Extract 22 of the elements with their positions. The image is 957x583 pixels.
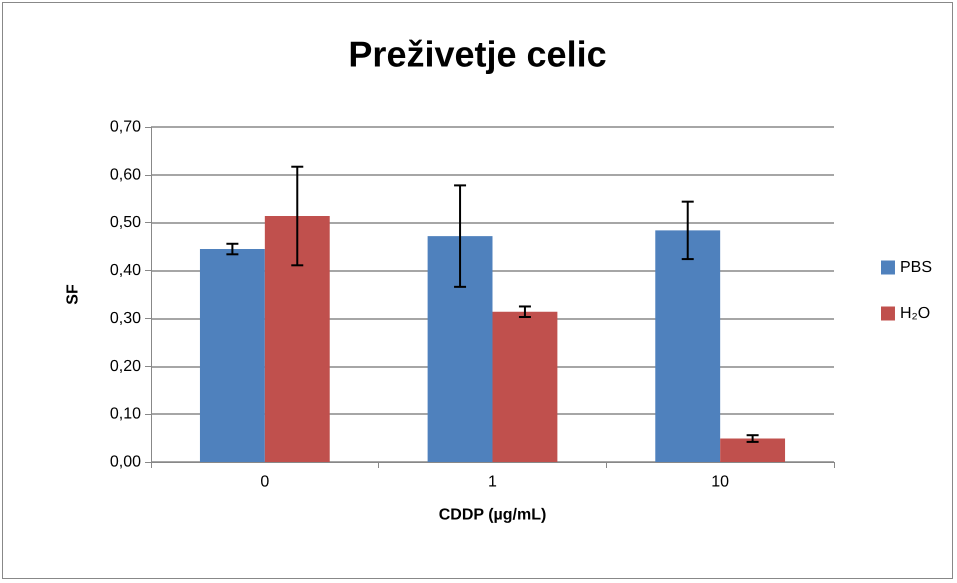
x-tick-label: 10 [711,474,730,490]
y-tick-label: 0,00 [110,454,142,470]
bar [428,236,492,462]
bar [200,249,265,462]
y-tick-label: 0,70 [110,118,142,136]
bar [264,216,330,462]
y-tick-label: 0,30 [110,310,142,327]
y-tick-label: 0,20 [110,358,142,375]
x-axis-title: CDDP (µg/mL) [438,506,546,524]
chart-title: Preživetje celic [348,34,607,74]
y-tick-label: 0,40 [110,262,142,280]
bar [655,230,720,462]
y-tick-label: 0,10 [110,406,142,423]
legend-label: PBS [900,259,932,276]
bar [720,438,786,462]
legend-label: H₂O [900,305,930,322]
x-tick-label: 0 [260,474,270,490]
y-tick-label: 0,50 [110,214,142,232]
x-tick-label: 1 [488,474,498,490]
bar [492,312,558,462]
y-tick-label: 0,60 [110,166,142,184]
y-axis-title: SF [64,284,82,305]
